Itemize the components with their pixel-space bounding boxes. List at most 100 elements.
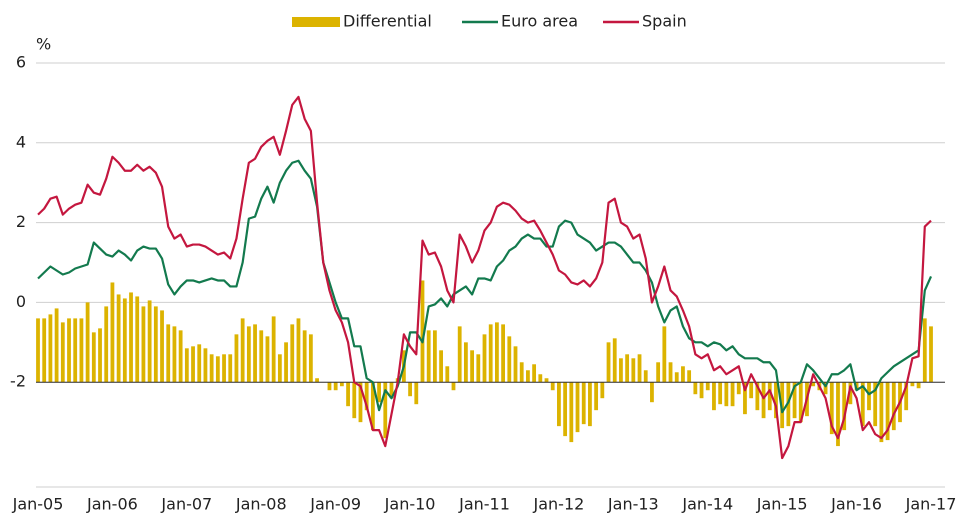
bar bbox=[513, 346, 518, 383]
bar bbox=[718, 382, 723, 405]
line-series bbox=[37, 159, 933, 414]
bar bbox=[891, 382, 896, 431]
bar bbox=[259, 330, 264, 383]
bar bbox=[643, 370, 648, 383]
bar bbox=[575, 382, 580, 433]
bar bbox=[743, 382, 747, 415]
bar bbox=[631, 358, 636, 383]
bar bbox=[910, 382, 915, 387]
bar bbox=[526, 370, 530, 383]
bar bbox=[767, 382, 772, 411]
bar bbox=[581, 382, 586, 425]
bar bbox=[916, 382, 921, 389]
bar bbox=[829, 382, 834, 435]
bar bbox=[730, 382, 735, 407]
bar bbox=[191, 346, 195, 383]
bar bbox=[650, 382, 654, 403]
bar bbox=[333, 382, 338, 391]
bar bbox=[178, 330, 183, 383]
y-tick-label: -2 bbox=[10, 372, 26, 391]
bar bbox=[408, 382, 412, 397]
bar bbox=[315, 378, 319, 383]
y-axis-unit: % bbox=[36, 35, 51, 54]
bar bbox=[656, 362, 661, 383]
bar bbox=[550, 382, 555, 391]
bar bbox=[389, 382, 394, 399]
bar bbox=[693, 382, 698, 395]
bar bbox=[755, 382, 760, 411]
bar bbox=[352, 382, 357, 419]
bar bbox=[48, 314, 53, 383]
bar bbox=[929, 326, 933, 383]
bar bbox=[85, 302, 90, 383]
y-tick-label: 6 bbox=[16, 52, 26, 71]
bar bbox=[736, 382, 741, 395]
bar bbox=[327, 382, 332, 391]
bar bbox=[172, 326, 177, 383]
bar bbox=[110, 282, 115, 383]
bar bbox=[153, 306, 158, 383]
x-tick-label: Jan-16 bbox=[830, 495, 882, 514]
bar bbox=[712, 382, 716, 411]
bar bbox=[860, 382, 865, 427]
bar bbox=[476, 354, 481, 383]
bar bbox=[234, 334, 239, 383]
bar bbox=[538, 374, 543, 383]
bar bbox=[265, 336, 270, 383]
bar bbox=[482, 334, 487, 383]
bar bbox=[451, 382, 456, 391]
bar bbox=[383, 382, 388, 439]
bar bbox=[414, 382, 419, 405]
bar bbox=[519, 362, 524, 383]
y-tick-label: 4 bbox=[16, 132, 26, 151]
bar bbox=[792, 382, 797, 419]
bar bbox=[811, 382, 816, 387]
bar bbox=[240, 318, 245, 383]
legend-swatch bbox=[292, 17, 340, 27]
bar bbox=[253, 324, 257, 383]
bar bbox=[612, 338, 617, 383]
x-tick-label: Jan-11 bbox=[458, 495, 510, 514]
bar bbox=[705, 382, 710, 391]
x-tick-label: Jan-07 bbox=[160, 495, 212, 514]
bar bbox=[470, 350, 474, 383]
bar bbox=[364, 382, 369, 411]
bar bbox=[290, 324, 295, 383]
bar bbox=[358, 382, 363, 423]
bar bbox=[674, 372, 679, 383]
y-tick-label: 0 bbox=[16, 292, 26, 311]
bar bbox=[135, 296, 140, 383]
bar bbox=[277, 354, 282, 383]
bar bbox=[501, 324, 506, 383]
bar bbox=[215, 356, 220, 383]
x-tick-label: Jan-14 bbox=[681, 495, 733, 514]
bar bbox=[724, 382, 729, 407]
bar bbox=[377, 382, 381, 403]
legend-label: Differential bbox=[343, 12, 432, 31]
bar bbox=[594, 382, 599, 411]
bar bbox=[141, 306, 146, 383]
bar bbox=[507, 336, 512, 383]
bar bbox=[619, 358, 623, 383]
bar bbox=[42, 318, 47, 383]
bar bbox=[848, 382, 853, 405]
bar bbox=[606, 342, 611, 383]
bar bbox=[842, 382, 847, 431]
bar bbox=[532, 364, 537, 383]
x-tick-label: Jan-09 bbox=[309, 495, 361, 514]
bar bbox=[302, 330, 307, 383]
bar bbox=[79, 318, 84, 383]
legend-label: Euro area bbox=[501, 12, 578, 31]
bar bbox=[129, 292, 133, 383]
bar bbox=[370, 382, 375, 431]
bar bbox=[668, 362, 673, 383]
x-tick-label: Jan-13 bbox=[607, 495, 659, 514]
bar bbox=[823, 382, 828, 395]
bar bbox=[904, 382, 909, 411]
legend-label: Spain bbox=[642, 12, 687, 31]
bar bbox=[761, 382, 766, 419]
bar bbox=[463, 342, 468, 383]
bar bbox=[557, 382, 561, 427]
bar bbox=[445, 366, 450, 383]
bar bbox=[879, 382, 884, 443]
